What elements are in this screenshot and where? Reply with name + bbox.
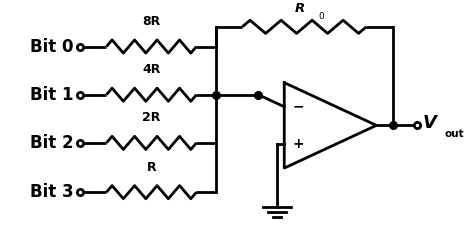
Text: −: − [292, 100, 304, 114]
Text: R: R [146, 161, 156, 174]
Text: R: R [294, 2, 305, 15]
Text: +: + [292, 137, 304, 151]
Text: Bit 2: Bit 2 [30, 134, 74, 152]
Text: 4R: 4R [142, 63, 161, 76]
Text: V: V [422, 114, 436, 132]
Text: out: out [445, 129, 465, 139]
Text: 8R: 8R [142, 15, 161, 28]
Text: Bit 1: Bit 1 [30, 86, 74, 104]
Text: 2R: 2R [142, 111, 161, 124]
Text: Bit 0: Bit 0 [30, 38, 74, 55]
Text: 0: 0 [319, 12, 324, 21]
Text: Bit 3: Bit 3 [30, 183, 74, 201]
